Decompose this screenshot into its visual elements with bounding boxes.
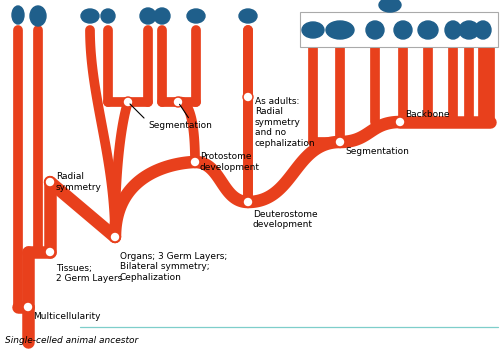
Ellipse shape xyxy=(445,21,461,39)
Circle shape xyxy=(191,159,198,166)
Circle shape xyxy=(47,248,54,256)
Text: Segmentation: Segmentation xyxy=(148,121,212,130)
Ellipse shape xyxy=(154,8,170,24)
Circle shape xyxy=(25,303,32,311)
Ellipse shape xyxy=(326,21,354,39)
Bar xyxy=(300,12,498,47)
Circle shape xyxy=(243,197,253,207)
Circle shape xyxy=(45,177,55,187)
Ellipse shape xyxy=(394,21,412,39)
Text: Deuterostome
development: Deuterostome development xyxy=(253,210,318,230)
Ellipse shape xyxy=(101,9,115,23)
Circle shape xyxy=(243,92,253,102)
Circle shape xyxy=(45,247,55,257)
Ellipse shape xyxy=(459,21,479,39)
Circle shape xyxy=(244,198,252,206)
Ellipse shape xyxy=(475,21,491,39)
Ellipse shape xyxy=(30,6,46,26)
Ellipse shape xyxy=(81,9,99,23)
Circle shape xyxy=(125,99,131,106)
Text: Protostome
development: Protostome development xyxy=(200,152,260,172)
Circle shape xyxy=(47,178,54,186)
Circle shape xyxy=(123,97,133,107)
Text: Single-celled animal ancestor: Single-celled animal ancestor xyxy=(5,336,138,345)
Circle shape xyxy=(173,97,183,107)
Ellipse shape xyxy=(239,9,257,23)
Circle shape xyxy=(395,117,405,127)
Text: As adults:
Radial
symmetry
and no
cephalization: As adults: Radial symmetry and no cephal… xyxy=(255,97,316,147)
Circle shape xyxy=(112,233,119,241)
Ellipse shape xyxy=(140,8,156,24)
Text: Organs; 3 Germ Layers;
Bilateral symmetry;
Cephalization: Organs; 3 Germ Layers; Bilateral symmetr… xyxy=(120,252,227,282)
Circle shape xyxy=(244,94,252,101)
Circle shape xyxy=(337,139,344,146)
Circle shape xyxy=(396,119,403,126)
Ellipse shape xyxy=(187,9,205,23)
Ellipse shape xyxy=(379,0,401,12)
Ellipse shape xyxy=(302,22,324,38)
Ellipse shape xyxy=(418,21,438,39)
Circle shape xyxy=(174,99,181,106)
Circle shape xyxy=(110,232,120,242)
Text: Tissues;
2 Germ Layers: Tissues; 2 Germ Layers xyxy=(56,264,122,283)
Text: Segmentation: Segmentation xyxy=(345,147,409,156)
Ellipse shape xyxy=(366,21,384,39)
Circle shape xyxy=(190,157,200,167)
Ellipse shape xyxy=(12,6,24,24)
Circle shape xyxy=(335,137,345,147)
Text: Backbone: Backbone xyxy=(405,110,449,119)
Text: Multicellularity: Multicellularity xyxy=(33,312,101,321)
Text: Radial
symmetry: Radial symmetry xyxy=(56,172,102,192)
Circle shape xyxy=(23,302,33,312)
